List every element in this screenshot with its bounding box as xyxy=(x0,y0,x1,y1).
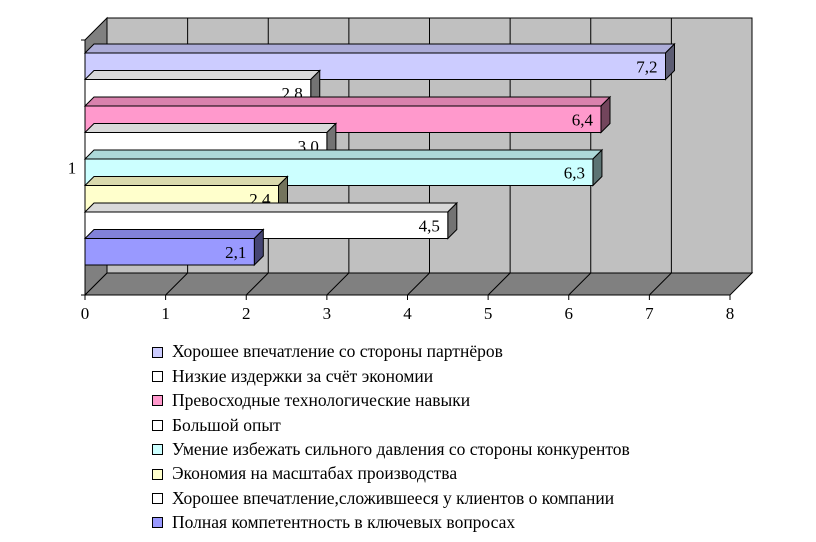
bar-top-face xyxy=(83,123,338,133)
legend-label: Умение избежать сильного давления со сто… xyxy=(172,439,630,459)
floor-gridline xyxy=(326,272,350,296)
legend-label: Экономия на масштабах производства xyxy=(172,463,458,484)
bar-8: 2,1 xyxy=(83,228,265,267)
legend-item: Низкие издержки за счёт экономии xyxy=(152,364,630,388)
bar-top-face xyxy=(83,176,289,186)
legend-label: Хорошее впечатление,сложившееся у клиент… xyxy=(172,487,615,508)
legend-swatch xyxy=(152,468,163,480)
data-label: 4,5 xyxy=(419,216,440,235)
legend-item: Превосходные технологические навыки xyxy=(152,389,630,413)
x-tick-label: 5 xyxy=(484,304,493,323)
legend-item: Большой опыт xyxy=(152,413,630,437)
data-label: 7,2 xyxy=(636,57,657,76)
legend-label: Превосходные технологические навыки xyxy=(172,390,471,411)
floor-gridline xyxy=(407,272,430,296)
x-tick-label: 1 xyxy=(161,304,170,323)
x-tick-label: 4 xyxy=(403,304,412,323)
x-tick-label: 0 xyxy=(81,304,90,323)
data-label: 2,1 xyxy=(225,243,246,262)
legend-swatch xyxy=(152,419,163,431)
legend-swatch xyxy=(152,444,163,456)
x-tick-label: 3 xyxy=(323,304,332,323)
legend-label: Полная компетентность в ключевых вопроса… xyxy=(172,512,516,533)
bar-front-face xyxy=(84,238,255,266)
floor-gridline xyxy=(568,272,592,296)
bar-top-face xyxy=(83,149,604,160)
legend-label: Большой опыт xyxy=(172,414,281,435)
bar-top-face xyxy=(83,70,321,80)
legend-swatch xyxy=(152,346,163,358)
bar-top-face xyxy=(83,202,459,213)
x-tick-label: 2 xyxy=(242,304,251,323)
legend-item: Полная компетентность в ключевых вопроса… xyxy=(152,511,630,535)
legend-item: Хорошее впечатление,сложившееся у клиент… xyxy=(152,486,630,510)
y-category-label: 1 xyxy=(68,159,77,178)
bar-top-face xyxy=(83,43,676,54)
bar-chart: 0 1 2 3 4 5 6 7 817,22,86,43,06,32,44,52,1 xyxy=(68,16,754,323)
floor-gridline xyxy=(487,272,511,296)
legend-swatch xyxy=(152,517,163,529)
legend-swatch xyxy=(152,395,163,407)
data-label: 6,3 xyxy=(564,163,585,182)
legend-item: Хорошее впечатление со стороны партнёров xyxy=(152,340,630,364)
legend: Хорошее впечатление со стороны партнёров… xyxy=(152,340,630,535)
floor-gridline xyxy=(245,272,269,296)
x-tick-label: 6 xyxy=(565,304,574,323)
legend-swatch xyxy=(152,493,163,505)
bar-top-face xyxy=(83,96,612,107)
bar-top-face xyxy=(83,229,265,239)
legend-label: Хорошее впечатление со стороны партнёров xyxy=(172,341,503,362)
legend-item: Экономия на масштабах производства xyxy=(152,462,630,486)
legend-label: Низкие издержки за счёт экономии xyxy=(172,365,434,386)
floor-gridline xyxy=(165,272,188,296)
floor-gridline xyxy=(649,272,672,296)
x-tick-label: 7 xyxy=(645,304,654,323)
x-tick-label: 8 xyxy=(726,304,735,323)
data-label: 6,4 xyxy=(572,110,594,129)
legend-item: Умение избежать сильного давления со сто… xyxy=(152,438,630,462)
legend-swatch xyxy=(152,371,163,383)
